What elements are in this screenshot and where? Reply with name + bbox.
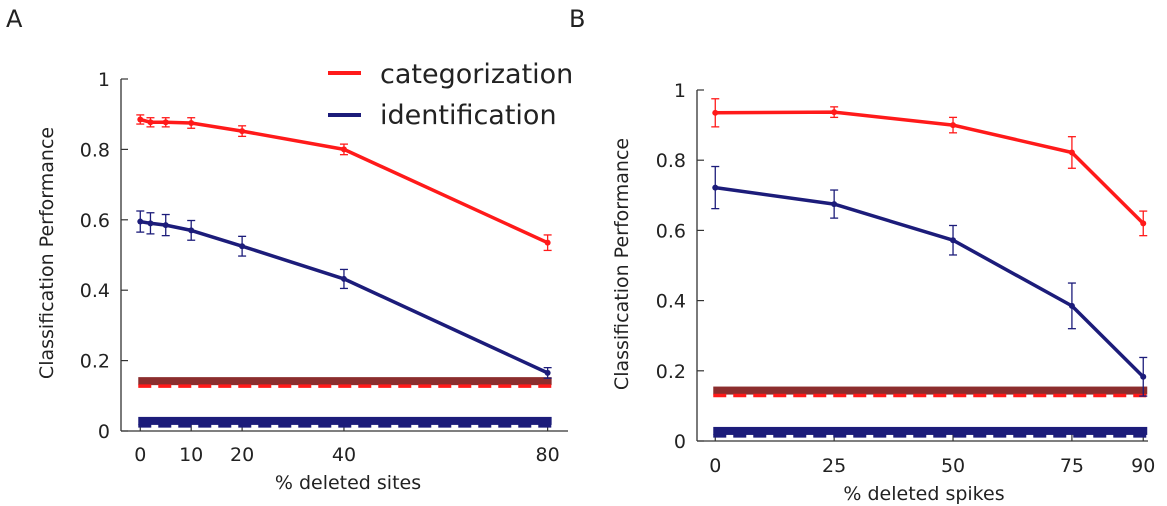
data-point-identification-a	[340, 275, 347, 282]
data-point-categorization-a	[340, 146, 347, 153]
series-line-identification-b	[715, 185, 1145, 379]
x-tick-label-b: 75	[1060, 455, 1084, 477]
data-point-categorization-a	[544, 239, 551, 246]
y-tick-label-b: 1	[674, 80, 686, 102]
series-line-identification-a	[140, 219, 549, 375]
data-point-categorization-a	[137, 116, 144, 123]
y-axis-label-a: Classification Performance	[36, 127, 58, 379]
data-point-identification-b	[831, 201, 838, 208]
y-tick-label-b: 0.6	[656, 220, 686, 242]
data-point-identification-a	[162, 222, 169, 229]
data-point-identification-a	[147, 220, 154, 227]
data-point-categorization-b	[712, 109, 719, 116]
x-axis-label-b: % deleted spikes	[843, 483, 1004, 505]
legend-label-identification: identification	[380, 100, 557, 131]
x-tick-label-b: 0	[709, 455, 721, 477]
data-point-identification-a	[188, 227, 195, 234]
legend-label-categorization: categorization	[380, 59, 573, 90]
x-tick-label-b: 50	[941, 455, 965, 477]
y-tick-label-b: 0.4	[656, 291, 686, 313]
x-tick-label-a: 80	[536, 444, 560, 466]
y-tick-label-a: 0	[98, 421, 110, 443]
y-tick-label-b: 0	[674, 431, 686, 453]
data-point-categorization-a	[147, 119, 154, 126]
y-tick-label-a: 0.6	[80, 210, 110, 232]
chance-band-identification-a	[138, 416, 552, 425]
legend: categorization identification	[328, 59, 573, 131]
chance-band-identification-b	[713, 426, 1148, 435]
x-axis-label-a: % deleted sites	[275, 472, 421, 494]
data-point-categorization-a	[239, 128, 246, 135]
y-tick-label-b: 0.8	[656, 150, 686, 172]
series-line-categorization-a	[139, 117, 549, 245]
y-tick-label-a: 1	[98, 69, 110, 91]
y-tick-label-b: 0.2	[656, 361, 686, 383]
series-line-categorization-b	[715, 110, 1145, 225]
x-tick-label-b: 90	[1131, 455, 1155, 477]
plot-area-b: 0 0.2 0.4 0.6 0.8 1 0 25 50 75 90	[656, 80, 1156, 477]
panel-letter-a: A	[6, 5, 23, 33]
x-tick-label-a: 20	[230, 444, 254, 466]
data-point-categorization-b	[1068, 149, 1075, 156]
data-point-identification-b	[950, 237, 957, 244]
data-point-identification-a	[137, 218, 144, 225]
data-point-categorization-b	[950, 122, 957, 129]
data-point-identification-a	[239, 243, 246, 250]
x-tick-label-a: 10	[179, 444, 203, 466]
data-point-identification-b	[1140, 373, 1147, 380]
x-tick-label-b: 25	[822, 455, 846, 477]
data-point-identification-b	[1068, 302, 1075, 309]
y-axis-label-b: Classification Performance	[611, 138, 633, 390]
plot-area-a: 00.20.40.60.810 10 20 40 80	[80, 69, 568, 466]
y-tick-label-a: 0.8	[80, 139, 110, 161]
chance-band-categorization-a	[138, 377, 552, 386]
x-tick-label-a: 40	[332, 444, 356, 466]
data-point-categorization-b	[831, 109, 838, 116]
panel-letter-b: B	[569, 5, 585, 33]
x-tick-label-a: 0	[134, 444, 146, 466]
data-point-categorization-a	[162, 119, 169, 126]
data-point-identification-a	[544, 369, 551, 376]
y-tick-label-a: 0.4	[80, 280, 110, 302]
data-point-identification-b	[712, 184, 719, 191]
chance-band-categorization-b	[713, 386, 1148, 395]
data-point-categorization-a	[188, 120, 195, 126]
data-point-categorization-b	[1140, 220, 1147, 227]
y-tick-label-a: 0.2	[80, 351, 110, 373]
